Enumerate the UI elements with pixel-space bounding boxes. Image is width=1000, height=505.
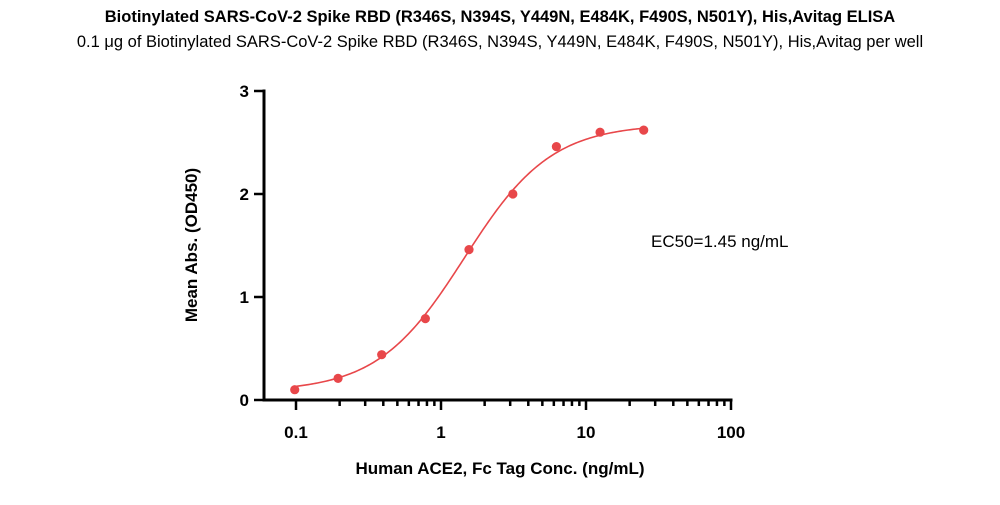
data-points	[290, 125, 649, 395]
x-axis-title: Human ACE2, Fc Tag Conc. (ng/mL)	[355, 459, 644, 478]
data-point	[595, 127, 605, 137]
y-tick-label: 0	[240, 391, 249, 410]
x-tick-label: 10	[577, 423, 596, 442]
data-point	[333, 373, 343, 383]
data-point	[508, 189, 518, 199]
y-tick-label: 3	[240, 82, 249, 101]
ec50-annotation: EC50=1.45 ng/mL	[651, 232, 789, 251]
x-tick-label: 100	[717, 423, 745, 442]
data-point	[290, 385, 300, 395]
y-tick-label: 1	[240, 288, 249, 307]
fit-curve	[294, 127, 644, 388]
y-axis-title: Mean Abs. (OD450)	[182, 168, 201, 322]
data-point	[551, 142, 562, 152]
data-point	[639, 125, 649, 135]
chart-title: Biotinylated SARS-CoV-2 Spike RBD (R346S…	[104, 8, 896, 26]
ticks: 0.1 1 10 100 0 1 2 3	[240, 82, 746, 442]
y-tick-label: 2	[240, 185, 249, 204]
data-point	[464, 245, 474, 255]
chart-subtitle: 0.1 μg of Biotinylated SARS-CoV-2 Spike …	[76, 33, 924, 51]
x-tick-label: 1	[436, 423, 445, 442]
data-point	[420, 314, 430, 324]
x-tick-label: 0.1	[284, 423, 308, 442]
data-point	[377, 350, 387, 360]
